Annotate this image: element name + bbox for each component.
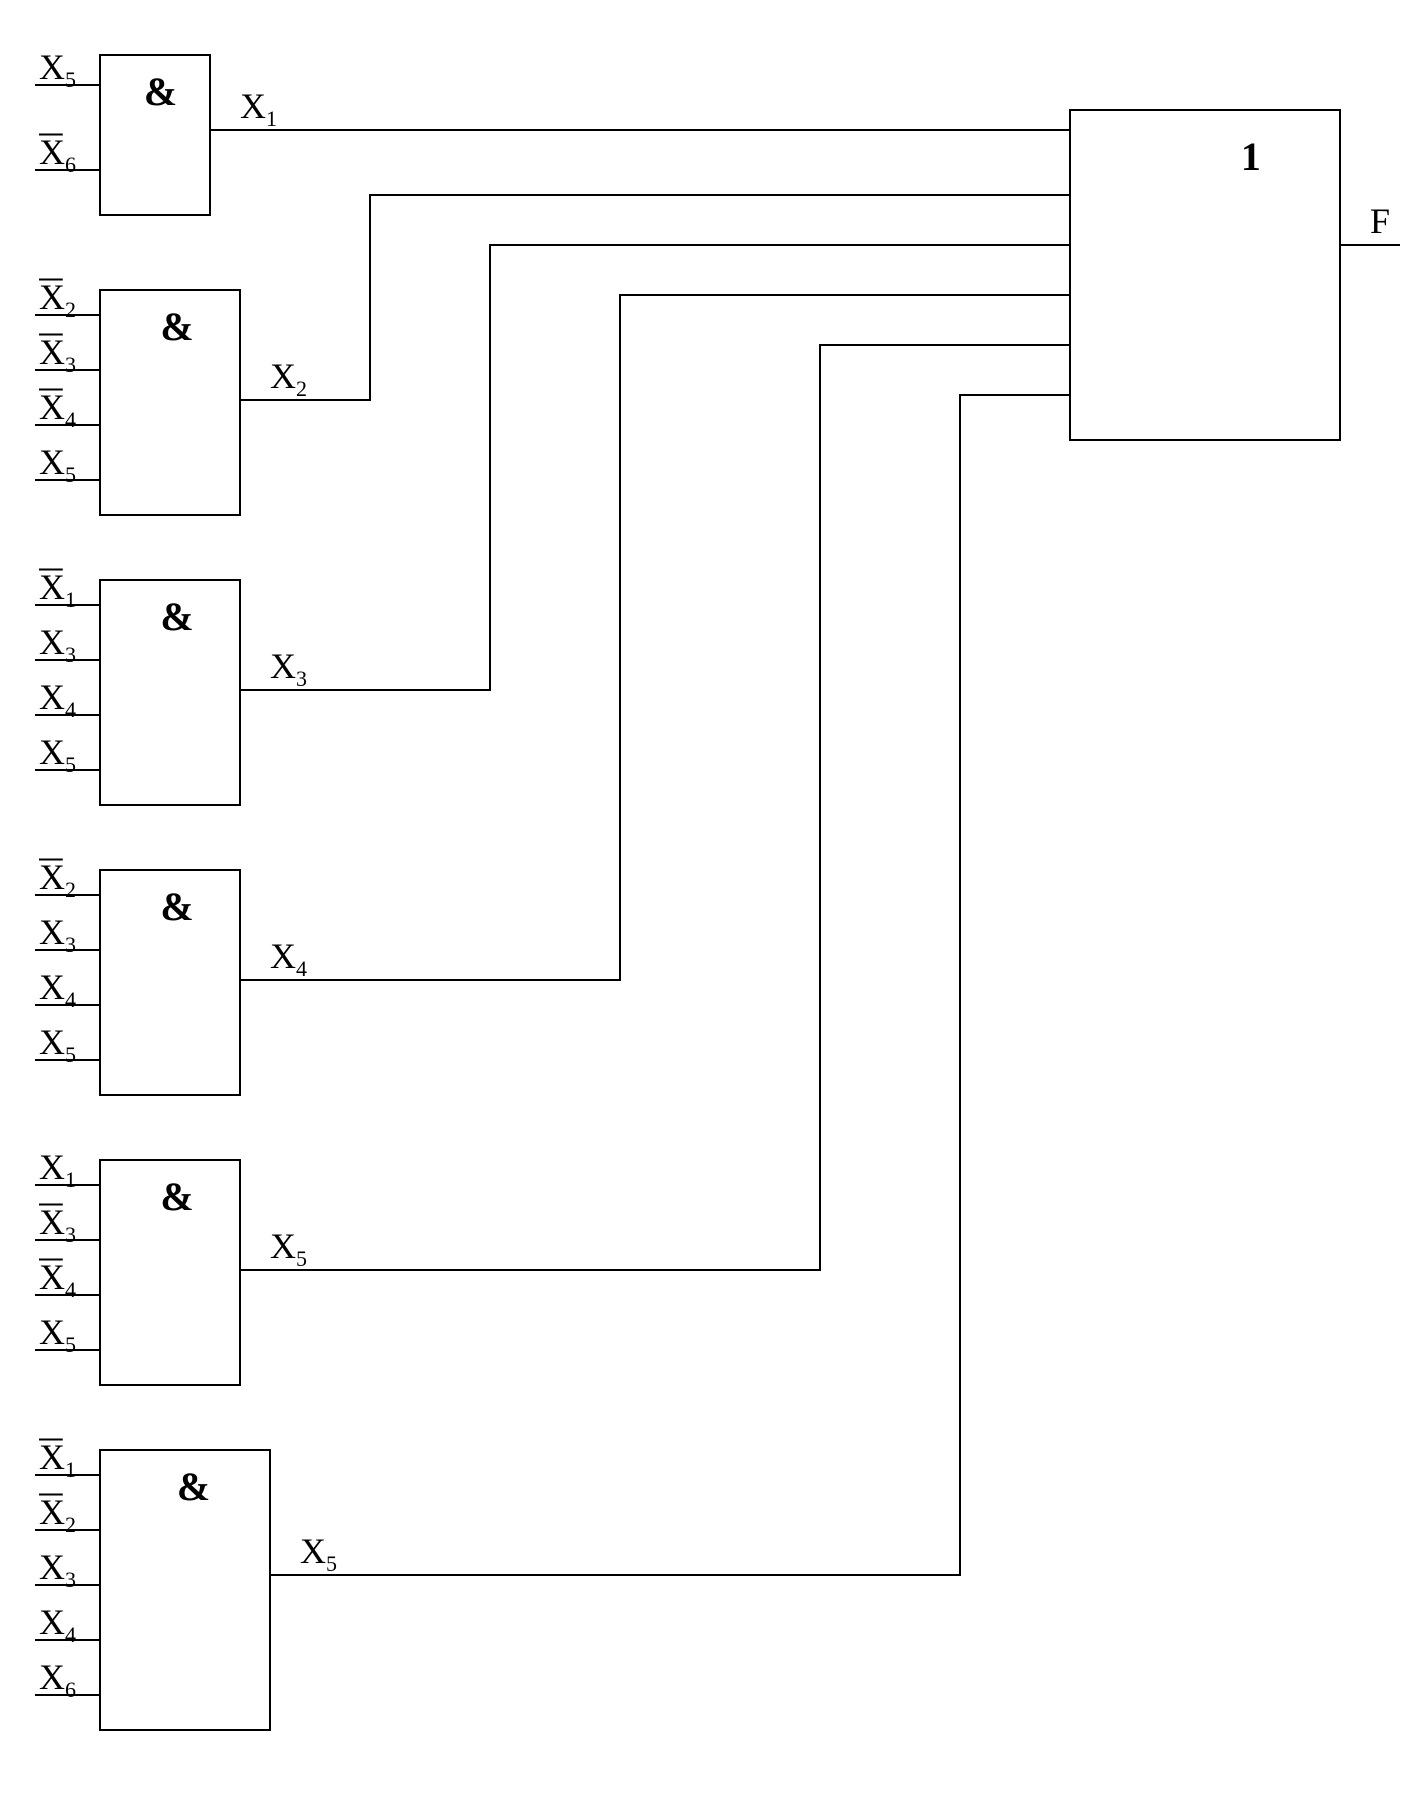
- var-label: X4: [39, 1602, 76, 1647]
- or-symbol: 1: [1241, 134, 1261, 179]
- var-label: X3: [39, 622, 76, 667]
- svg-text:X3: X3: [270, 646, 307, 691]
- svg-text:X1: X1: [39, 1437, 76, 1482]
- logic-diagram: 1 F & X5 X6 X1 & X2 X3 X4 X5 X2 & X1 X3 X4 X5 X3 & X2 X3 X4 X5…: [0, 0, 1422, 1815]
- or-gate: [1070, 110, 1340, 440]
- svg-text:X5: X5: [39, 732, 76, 777]
- var-label: X4: [39, 677, 76, 722]
- svg-text:X4: X4: [39, 967, 76, 1012]
- svg-text:X4: X4: [39, 387, 76, 432]
- svg-text:X4: X4: [39, 677, 76, 722]
- var-label: X5: [39, 442, 76, 487]
- var-label: X3: [39, 332, 76, 377]
- svg-text:X6: X6: [39, 132, 76, 177]
- svg-text:X3: X3: [39, 622, 76, 667]
- var-label: X3: [39, 1202, 76, 1247]
- svg-text:X5: X5: [270, 1226, 307, 1271]
- var-label: X3: [39, 912, 76, 957]
- and-symbol: &: [160, 594, 193, 639]
- svg-text:X2: X2: [270, 356, 307, 401]
- var-label: X1: [39, 1147, 76, 1192]
- var-label: X3: [39, 1547, 76, 1592]
- gate-to-or-wire: [240, 245, 1070, 690]
- svg-text:X4: X4: [39, 1602, 76, 1647]
- var-label: X4: [39, 1257, 76, 1302]
- var-label: X5: [39, 47, 76, 92]
- svg-text:X6: X6: [39, 1657, 76, 1702]
- svg-text:X1: X1: [240, 86, 277, 131]
- svg-text:X5: X5: [300, 1531, 337, 1576]
- svg-text:X1: X1: [39, 567, 76, 612]
- var-label: X5: [39, 1312, 76, 1357]
- and-symbol: &: [160, 884, 193, 929]
- var-label: X2: [270, 356, 307, 401]
- svg-text:X3: X3: [39, 912, 76, 957]
- var-label: X5: [300, 1531, 337, 1576]
- var-label: X1: [240, 86, 277, 131]
- gate-to-or-wire: [240, 195, 1070, 400]
- var-label: X4: [39, 967, 76, 1012]
- svg-text:X3: X3: [39, 1547, 76, 1592]
- var-label: X5: [39, 732, 76, 777]
- svg-text:X1: X1: [39, 1147, 76, 1192]
- gate-to-or-wire: [270, 395, 1070, 1575]
- var-label: X6: [39, 1657, 76, 1702]
- svg-text:X2: X2: [39, 857, 76, 902]
- svg-text:X5: X5: [39, 47, 76, 92]
- svg-text:X3: X3: [39, 1202, 76, 1247]
- gate-to-or-wire: [240, 295, 1070, 980]
- var-label: X3: [270, 646, 307, 691]
- svg-text:X5: X5: [39, 442, 76, 487]
- var-label: X1: [39, 1437, 76, 1482]
- var-label: X4: [39, 387, 76, 432]
- svg-text:X4: X4: [39, 1257, 76, 1302]
- var-label: X6: [39, 132, 76, 177]
- svg-text:X5: X5: [39, 1022, 76, 1067]
- and-symbol: &: [160, 304, 193, 349]
- and-symbol: &: [160, 1174, 193, 1219]
- var-label: X1: [39, 567, 76, 612]
- svg-text:X3: X3: [39, 332, 76, 377]
- svg-text:X2: X2: [39, 277, 76, 322]
- var-label: X2: [39, 857, 76, 902]
- var-label: X4: [270, 936, 307, 981]
- and-symbol: &: [144, 69, 177, 114]
- var-label: X5: [39, 1022, 76, 1067]
- var-label: X5: [270, 1226, 307, 1271]
- svg-text:X5: X5: [39, 1312, 76, 1357]
- gate-to-or-wire: [240, 345, 1070, 1270]
- output-label: F: [1370, 201, 1390, 241]
- var-label: X2: [39, 277, 76, 322]
- svg-text:X2: X2: [39, 1492, 76, 1537]
- svg-text:X4: X4: [270, 936, 307, 981]
- var-label: X2: [39, 1492, 76, 1537]
- and-symbol: &: [177, 1464, 210, 1509]
